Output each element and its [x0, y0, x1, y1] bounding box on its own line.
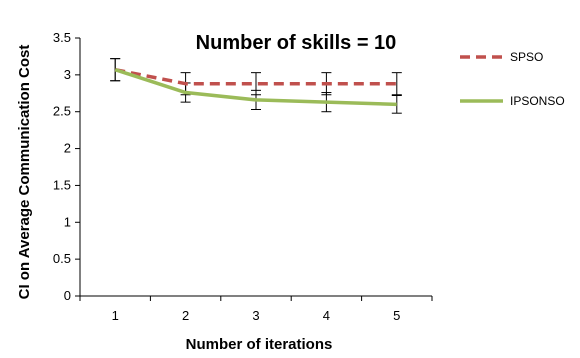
legend-item: SPSO [460, 50, 543, 64]
legend-label: IPSONSO [510, 94, 565, 108]
y-tick-label: 2 [64, 141, 71, 156]
y-tick-label: 1.5 [53, 177, 71, 192]
y-tick-label: 1 [64, 214, 71, 229]
y-tick-label: 0 [64, 288, 71, 303]
y-tick-label: 3 [64, 67, 71, 82]
series-lines [114, 67, 397, 107]
error-bar [391, 72, 402, 96]
axes: 0 0.5 1 1.5 2 2.5 3 3.5 1 2 3 4 5 [53, 30, 433, 323]
x-tick-label: 5 [393, 308, 400, 323]
x-tick-label: 2 [182, 308, 189, 323]
y-tick-label: 3.5 [53, 30, 71, 45]
x-tick-label: 3 [252, 308, 259, 323]
chart-title: Number of skills = 10 [196, 32, 397, 54]
error-bars [110, 58, 402, 114]
x-tick-label: 1 [112, 308, 119, 323]
x-tick-label: 4 [323, 308, 330, 323]
x-axis-title: Number of iterations [186, 336, 333, 353]
legend-item: IPSONSO [460, 94, 565, 108]
y-axis-title: CI on Average Communication Cost [16, 45, 33, 300]
y-tick-label: 0.5 [53, 251, 71, 266]
y-tick-label: 2.5 [53, 104, 71, 119]
series-line-ipsonso [114, 68, 397, 107]
legend: SPSO IPSONSO [460, 50, 565, 108]
legend-label: SPSO [510, 50, 543, 64]
